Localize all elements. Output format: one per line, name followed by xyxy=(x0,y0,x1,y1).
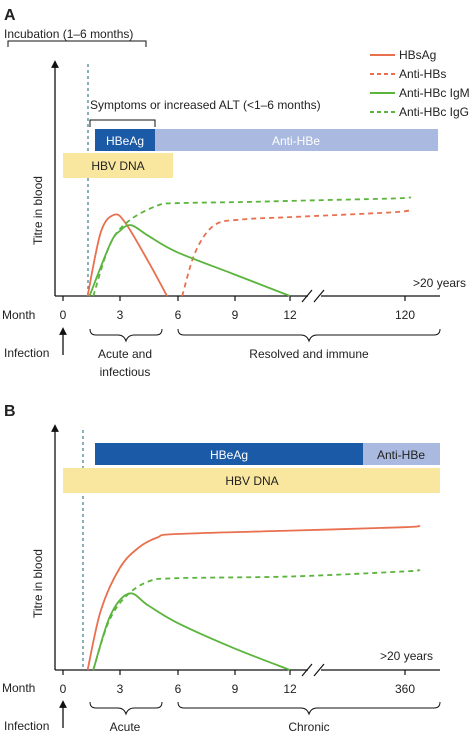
acute-brace xyxy=(89,328,163,343)
anti-hbe-bar xyxy=(363,443,440,465)
legend-hbsag-label: HBsAg xyxy=(399,48,436,62)
series-line-anti-hbc-igg xyxy=(92,196,412,297)
series-lines xyxy=(86,196,412,297)
series-line-hbsag xyxy=(86,524,421,671)
hbv-dna-bar xyxy=(63,468,440,493)
panel-a: A Incubation (1–6 months) HBsAg Anti-HBs… xyxy=(2,7,470,379)
legend-anti-hbc-igm-label: Anti-HBc IgM xyxy=(399,86,470,100)
x-ticks: 0 3 6 9 12 360 xyxy=(60,670,415,696)
x-tick-label: 3 xyxy=(117,682,124,696)
phase-acute-line2: infectious xyxy=(100,365,151,379)
anti-hbe-bar-label: Anti-HBe xyxy=(272,134,320,148)
resolved-brace xyxy=(177,328,441,343)
hbeag-bar xyxy=(95,443,363,465)
legend-anti-hbc-igg-label: Anti-HBc IgG xyxy=(399,105,469,119)
x-tick-label: 0 xyxy=(60,308,67,322)
series-line-anti-hbc-igg xyxy=(92,568,421,671)
axis-break-mark xyxy=(313,289,325,303)
incubation-label: Incubation (1–6 months) xyxy=(4,27,133,41)
symptoms-label: Symptoms or increased ALT (<1–6 months) xyxy=(90,98,321,112)
x-tick-label: 12 xyxy=(283,308,297,322)
phase-resolved-label: Resolved and immune xyxy=(249,347,369,361)
hbv-dna-bar xyxy=(63,153,173,178)
x-tick-label: 3 xyxy=(117,308,124,322)
axis-break-mark xyxy=(313,663,325,677)
phase-acute-label: Acute xyxy=(110,720,141,732)
x-tick-label: 360 xyxy=(395,682,415,696)
y-axis-label: Titre in blood xyxy=(31,176,45,245)
phase-chronic-label: Chronic xyxy=(288,720,329,732)
far-label: >20 years xyxy=(380,649,433,663)
phase-acute-line1: Acute and xyxy=(98,347,152,361)
x-tick-label: 6 xyxy=(175,682,182,696)
panel-a-letter: A xyxy=(4,7,16,24)
hbeag-bar-label: HBeAg xyxy=(210,448,248,462)
anti-hbe-bar xyxy=(155,129,438,151)
series-line-hbsag xyxy=(86,213,168,297)
series-lines xyxy=(86,524,421,671)
x-tick-label: 0 xyxy=(60,682,67,696)
x-axis-label: Month xyxy=(2,681,35,695)
hbeag-bar xyxy=(95,129,155,151)
acute-brace xyxy=(89,701,163,716)
symptoms-bracket xyxy=(89,119,156,127)
series-line-anti-hbc-igm xyxy=(88,224,291,297)
x-tick-label: 6 xyxy=(175,308,182,322)
hbv-dna-bar-label: HBV DNA xyxy=(225,474,278,488)
panel-b-letter: B xyxy=(4,403,16,420)
y-axis-label: Titre in blood xyxy=(31,549,45,618)
x-tick-label: 9 xyxy=(232,308,239,322)
hbv-dna-bar-label: HBV DNA xyxy=(91,159,144,173)
chronic-brace xyxy=(177,701,441,716)
hbeag-bar-label: HBeAg xyxy=(106,134,144,148)
x-tick-label: 9 xyxy=(232,682,239,696)
series-line-anti-hbs xyxy=(181,209,412,297)
legend: HBsAg Anti-HBs Anti-HBc IgM Anti-HBc IgG xyxy=(370,48,470,119)
x-axis-label: Month xyxy=(2,308,35,322)
legend-anti-hbs-label: Anti-HBs xyxy=(399,67,446,81)
axis-break-mark xyxy=(301,289,313,303)
infection-label: Infection xyxy=(4,346,49,360)
x-tick-label: 12 xyxy=(283,682,297,696)
infection-label: Infection xyxy=(4,719,49,732)
incubation-bracket xyxy=(7,40,147,47)
axis-break-mark xyxy=(301,663,313,677)
anti-hbe-bar-label: Anti-HBe xyxy=(377,448,425,462)
x-ticks: 0 3 6 9 12 120 xyxy=(60,296,415,322)
x-tick-label: 120 xyxy=(395,308,415,322)
panel-b: B HBeAg Anti-HBe HBV DNA Titre in blood … xyxy=(2,403,441,732)
far-label: >20 years xyxy=(413,276,466,290)
series-line-anti-hbc-igm xyxy=(92,592,291,671)
